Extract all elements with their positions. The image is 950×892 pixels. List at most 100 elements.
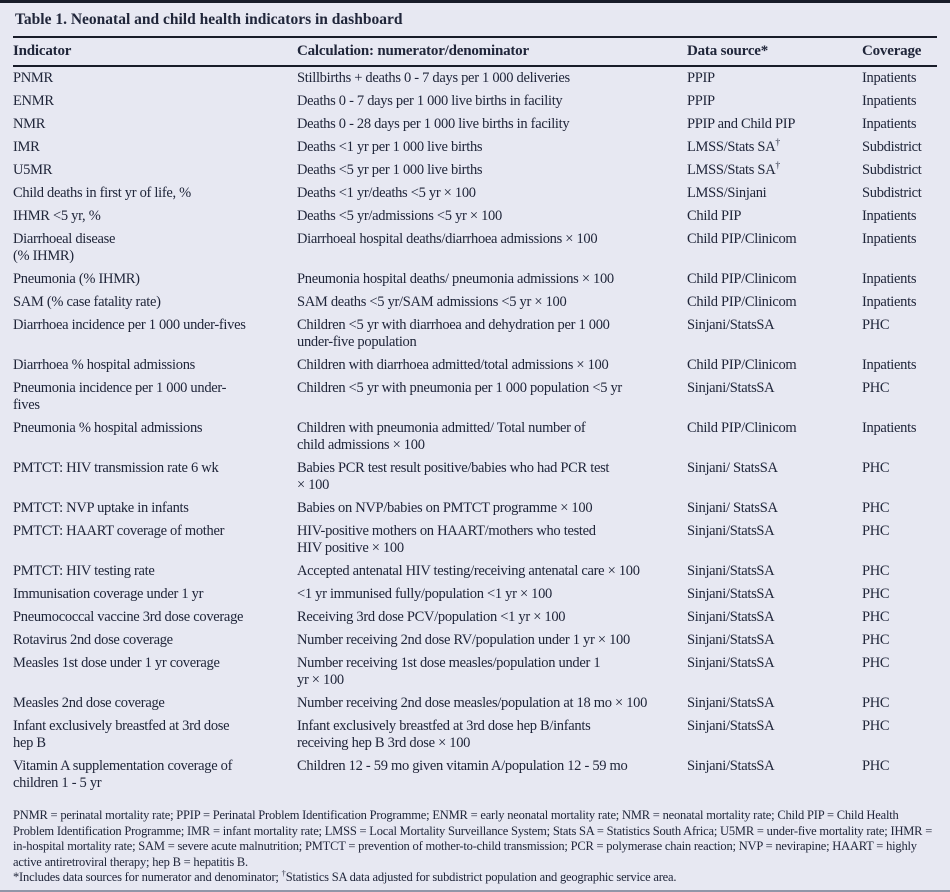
cell-calculation: Accepted antenatal HIV testing/receiving…: [297, 563, 640, 579]
cell-indicator: Pneumonia % hospital admissions: [13, 420, 203, 436]
cell-coverage: PHC: [862, 563, 890, 579]
cell-data-source: Sinjani/StatsSA: [687, 586, 775, 602]
cell-calculation: Receiving 3rd dose PCV/population <1 yr …: [297, 609, 566, 625]
cell-indicator: Infant exclusively breastfed at 3rd dose…: [13, 718, 230, 751]
cell-calculation: Children <5 yr with diarrhoea and dehydr…: [297, 317, 610, 350]
cell-data-source: Sinjani/StatsSA: [687, 563, 775, 579]
cell-indicator: IMR: [13, 139, 40, 155]
cell-indicator: NMR: [13, 116, 46, 132]
cell-coverage: PHC: [862, 655, 890, 671]
cell-calculation: Deaths 0 - 7 days per 1 000 live births …: [297, 93, 563, 109]
table-row: PMTCT: HIV transmission rate 6 wk Babies…: [13, 457, 937, 497]
cell-data-source: Sinjani/StatsSA: [687, 632, 775, 648]
cell-coverage: PHC: [862, 609, 890, 625]
table-row: Pneumonia (% IHMR) Pneumonia hospital de…: [13, 268, 937, 291]
cell-indicator: Measles 2nd dose coverage: [13, 695, 165, 711]
table-row: PMTCT: HAART coverage of mother HIV-posi…: [13, 520, 937, 560]
cell-data-source: PPIP: [687, 93, 715, 109]
cell-data-source: Sinjani/StatsSA: [687, 695, 775, 711]
table-row: Measles 1st dose under 1 yr coverage Num…: [13, 652, 937, 692]
cell-coverage: Subdistrict: [862, 162, 922, 178]
cell-coverage: PHC: [862, 523, 890, 539]
cell-data-source: Sinjani/StatsSA: [687, 655, 775, 671]
cell-data-source: Child PIP/Clinicom: [687, 357, 797, 373]
cell-data-source: Child PIP/Clinicom: [687, 420, 797, 436]
cell-indicator: Diarrhoea % hospital admissions: [13, 357, 195, 373]
cell-data-source: PPIP and Child PIP: [687, 116, 796, 132]
cell-data-source: Child PIP/Clinicom: [687, 231, 797, 247]
cell-data-source: PPIP: [687, 70, 715, 86]
cell-coverage: Subdistrict: [862, 185, 922, 201]
col-header-coverage: Coverage: [862, 38, 937, 67]
cell-coverage: PHC: [862, 632, 890, 648]
cell-calculation: Babies on NVP/babies on PMTCT programme …: [297, 500, 593, 516]
table-row: IHMR <5 yr, % Deaths <5 yr/admissions <5…: [13, 205, 937, 228]
cell-data-source: LMSS/Sinjani: [687, 185, 767, 201]
table-body: PNMR Stillbirths + deaths 0 - 7 days per…: [13, 66, 937, 795]
table-row: Pneumococcal vaccine 3rd dose coverage R…: [13, 606, 937, 629]
cell-coverage: PHC: [862, 695, 890, 711]
indicators-table: Indicator Calculation: numerator/denomin…: [13, 38, 937, 795]
cell-coverage: Inpatients: [862, 357, 917, 373]
cell-calculation: Children with pneumonia admitted/ Total …: [297, 420, 586, 453]
cell-coverage: Inpatients: [862, 70, 917, 86]
cell-coverage: PHC: [862, 500, 890, 516]
table-row: Immunisation coverage under 1 yr <1 yr i…: [13, 583, 937, 606]
cell-indicator: IHMR <5 yr, %: [13, 208, 101, 224]
cell-coverage: PHC: [862, 460, 890, 476]
cell-calculation: Number receiving 2nd dose measles/popula…: [297, 695, 648, 711]
cell-calculation: Children <5 yr with pneumonia per 1 000 …: [297, 380, 622, 396]
cell-indicator: Diarrhoea incidence per 1 000 under-five…: [13, 317, 246, 333]
cell-indicator: Rotavirus 2nd dose coverage: [13, 632, 173, 648]
cell-coverage: PHC: [862, 380, 890, 396]
cell-calculation: Deaths <5 yr/admissions <5 yr × 100: [297, 208, 502, 224]
cell-indicator: PMTCT: HIV testing rate: [13, 563, 155, 579]
cell-calculation: Stillbirths + deaths 0 - 7 days per 1 00…: [297, 70, 570, 86]
cell-indicator: Pneumonia (% IHMR): [13, 271, 140, 287]
header-row: Indicator Calculation: numerator/denomin…: [13, 38, 937, 67]
cell-calculation: Number receiving 1st dose measles/popula…: [297, 655, 601, 688]
cell-calculation: Diarrhoeal hospital deaths/diarrhoea adm…: [297, 231, 598, 247]
cell-coverage: PHC: [862, 586, 890, 602]
cell-calculation: Infant exclusively breastfed at 3rd dose…: [297, 718, 591, 751]
cell-coverage: Inpatients: [862, 93, 917, 109]
cell-data-source: LMSS/Stats SA†: [687, 160, 780, 178]
cell-indicator: U5MR: [13, 162, 53, 178]
cell-data-source: Sinjani/StatsSA: [687, 380, 775, 396]
cell-coverage: Subdistrict: [862, 139, 922, 155]
cell-indicator: Immunisation coverage under 1 yr: [13, 586, 204, 602]
cell-indicator: Diarrhoeal disease (% IHMR): [13, 231, 116, 264]
col-header-indicator: Indicator: [13, 38, 297, 67]
cell-calculation: Children 12 - 59 mo given vitamin A/popu…: [297, 758, 628, 774]
table-row: SAM (% case fatality rate) SAM deaths <5…: [13, 291, 937, 314]
cell-indicator: ENMR: [13, 93, 54, 109]
table-row: Measles 2nd dose coverage Number receivi…: [13, 692, 937, 715]
cell-data-source: LMSS/Stats SA†: [687, 137, 780, 155]
footnote-abbreviations: PNMR = perinatal mortality rate; PPIP = …: [13, 808, 933, 869]
table-row: PMTCT: HIV testing rate Accepted antenat…: [13, 560, 937, 583]
cell-data-source: Sinjani/StatsSA: [687, 609, 775, 625]
table-row: IMR Deaths <1 yr per 1 000 live births L…: [13, 136, 937, 159]
cell-indicator: SAM (% case fatality rate): [13, 294, 161, 310]
cell-indicator: PNMR: [13, 70, 53, 86]
cell-coverage: Inpatients: [862, 208, 917, 224]
cell-indicator: Measles 1st dose under 1 yr coverage: [13, 655, 220, 671]
cell-data-source: Sinjani/ StatsSA: [687, 460, 778, 476]
cell-indicator: Pneumococcal vaccine 3rd dose coverage: [13, 609, 244, 625]
cell-indicator: Child deaths in first yr of life, %: [13, 185, 191, 201]
cell-calculation: SAM deaths <5 yr/SAM admissions <5 yr × …: [297, 294, 567, 310]
table-row: NMR Deaths 0 - 28 days per 1 000 live bi…: [13, 113, 937, 136]
cell-data-source: Sinjani/StatsSA: [687, 523, 775, 539]
cell-data-source: Sinjani/StatsSA: [687, 718, 775, 734]
cell-coverage: PHC: [862, 317, 890, 333]
cell-calculation: Number receiving 2nd dose RV/population …: [297, 632, 630, 648]
table-row: Diarrhoea % hospital admissions Children…: [13, 354, 937, 377]
cell-calculation: Pneumonia hospital deaths/ pneumonia adm…: [297, 271, 614, 287]
cell-indicator: PMTCT: NVP uptake in infants: [13, 500, 189, 516]
col-header-data-source: Data source*: [687, 38, 862, 67]
cell-calculation: <1 yr immunised fully/population <1 yr ×…: [297, 586, 552, 602]
table-row: ENMR Deaths 0 - 7 days per 1 000 live bi…: [13, 90, 937, 113]
table-row: Vitamin A supplementation coverage of ch…: [13, 755, 937, 795]
cell-calculation: Babies PCR test result positive/babies w…: [297, 460, 610, 493]
cell-calculation: Deaths <5 yr per 1 000 live births: [297, 162, 483, 178]
